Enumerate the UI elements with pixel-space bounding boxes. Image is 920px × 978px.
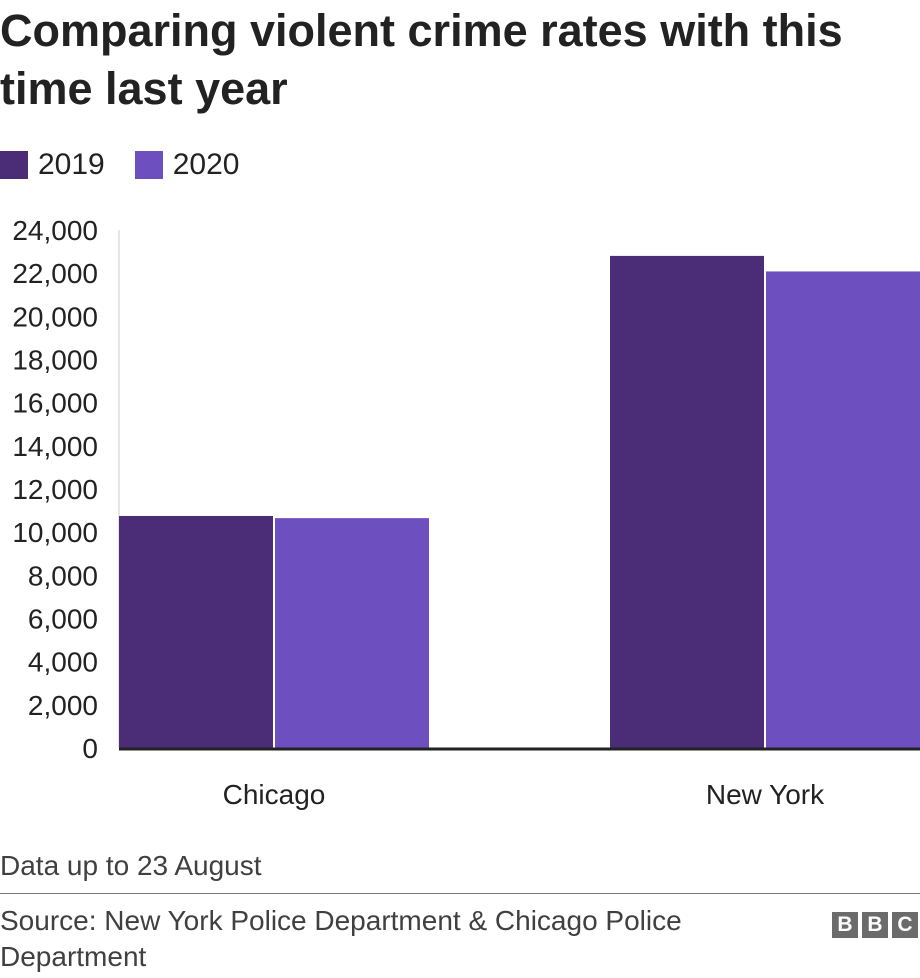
y-tick-label: 6,000 (28, 604, 98, 635)
logo-letter-1: B (832, 912, 858, 938)
logo-letter-2: B (862, 912, 888, 938)
legend: 2019 2020 (0, 145, 270, 185)
bar-new-york-2020 (766, 271, 920, 748)
bar-new-york-2019 (610, 255, 764, 748)
legend-label-2020: 2020 (172, 148, 240, 181)
legend-swatch-2020 (134, 151, 163, 179)
y-tick-label: 10,000 (12, 517, 98, 548)
y-tick-label: 12,000 (12, 474, 98, 505)
chart-title: Comparing violent crime rates with this … (0, 5, 843, 114)
legend-item-2020: 2020 (134, 148, 240, 182)
y-tick-label: 0 (82, 733, 98, 764)
logo-letter-3: C (892, 912, 918, 938)
legend-label-2019: 2019 (38, 148, 105, 181)
y-tick-label: 2,000 (28, 690, 98, 721)
legend-item-2019: 2019 (0, 148, 105, 182)
legend-swatch-2019 (0, 151, 28, 179)
source-text: Source: New York Police Department & Chi… (0, 905, 682, 972)
bar-chicago-2019 (119, 515, 273, 748)
chart-note: Data up to 23 August (0, 850, 262, 881)
y-tick-label: 8,000 (28, 560, 98, 591)
bar-chart: 0 2,000 4,000 6,000 8,000 10,000 12,000 14,000 1… (12, 215, 920, 810)
y-tick-label: 4,000 (28, 647, 98, 678)
y-tick-label: 22,000 (12, 258, 98, 289)
footer-divider (0, 893, 920, 894)
y-tick-label: 16,000 (12, 388, 98, 419)
x-tick-label: Chicago (223, 779, 326, 810)
bbc-logo: B B C (828, 912, 918, 938)
bar-chicago-2020 (275, 518, 429, 748)
y-tick-label: 14,000 (12, 431, 98, 462)
y-tick-label: 24,000 (12, 215, 98, 246)
x-tick-label: New York (706, 779, 825, 810)
y-tick-label: 18,000 (12, 345, 98, 376)
y-tick-label: 20,000 (12, 301, 98, 332)
